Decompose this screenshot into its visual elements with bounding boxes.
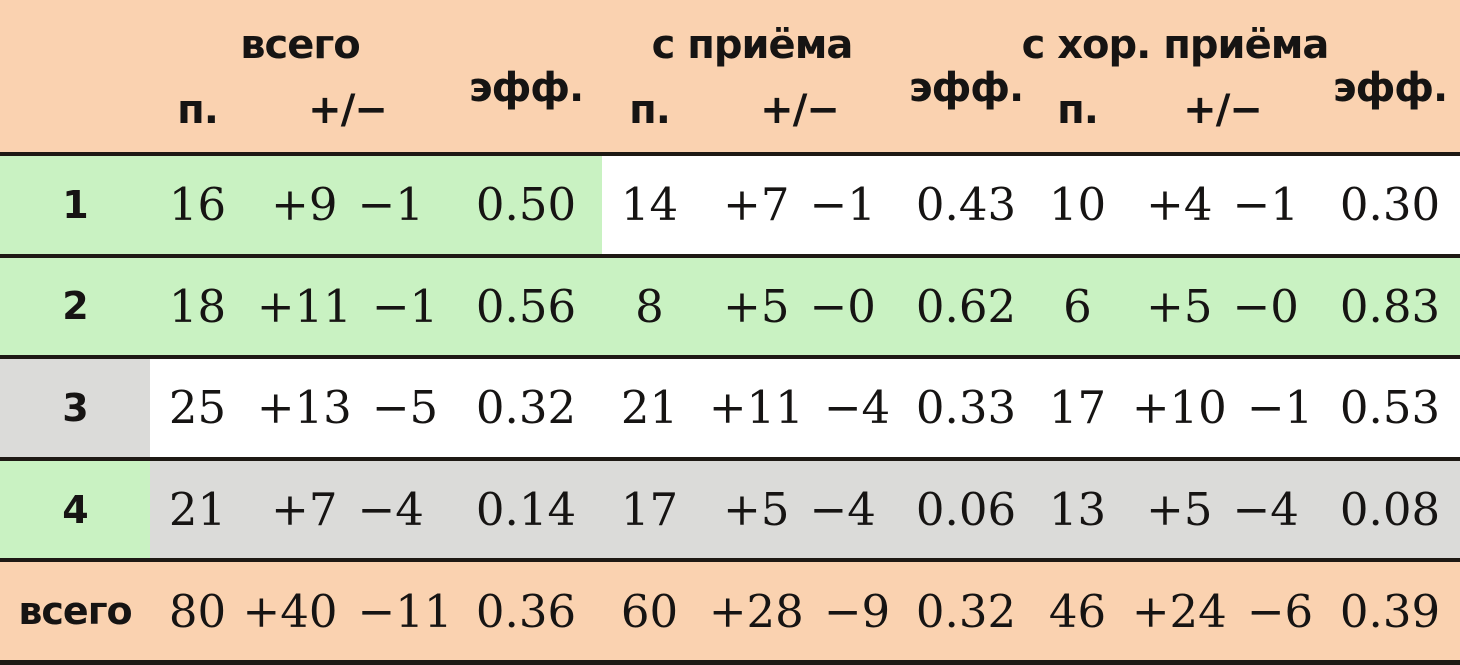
cell-attempts: 60 xyxy=(602,562,697,660)
cell-plus-minus: +7 −4 xyxy=(245,460,450,559)
table-header: всего с приёма с хор. приёма п. +/− эфф.… xyxy=(0,0,1460,152)
plus-value: +4 xyxy=(1146,178,1213,232)
minus-value: −0 xyxy=(1232,279,1299,333)
column-header-plus-minus: +/− xyxy=(308,87,388,133)
cell-efficiency: 0.43 xyxy=(902,156,1030,254)
plus-value: +10 xyxy=(1131,381,1227,435)
minus-value: −5 xyxy=(371,381,439,435)
plus-value: +11 xyxy=(708,381,804,435)
row-label: 3 xyxy=(0,359,150,457)
cell-efficiency: 0.36 xyxy=(450,562,602,660)
column-header-efficiency: эфф. xyxy=(468,65,584,111)
cell-efficiency: 0.14 xyxy=(450,460,602,559)
cell-attempts: 80 xyxy=(150,562,245,660)
cell-efficiency: 0.32 xyxy=(902,562,1030,660)
row-label-total: всего xyxy=(0,562,150,660)
plus-value: +13 xyxy=(256,381,352,435)
plus-value: +5 xyxy=(723,279,790,333)
plus-value: +5 xyxy=(1146,279,1213,333)
minus-value: −1 xyxy=(1232,178,1299,232)
plus-value: +7 xyxy=(271,483,338,537)
cell-plus-minus: +24 −6 xyxy=(1125,562,1320,660)
minus-value: −11 xyxy=(357,584,453,638)
plus-value: +7 xyxy=(723,178,790,232)
minus-value: −1 xyxy=(809,178,876,232)
plus-value: +5 xyxy=(1146,483,1213,537)
cell-plus-minus: +4 −1 xyxy=(1125,156,1320,254)
cell-attempts: 16 xyxy=(150,156,245,254)
minus-value: −1 xyxy=(1246,381,1314,435)
column-group-title-from-good-reception: с хор. приёма xyxy=(1021,22,1330,68)
row-label: 2 xyxy=(0,257,150,356)
cell-efficiency: 0.30 xyxy=(1320,156,1460,254)
cell-plus-minus: +13 −5 xyxy=(245,359,450,457)
cell-attempts: 6 xyxy=(1030,257,1125,356)
cell-attempts: 17 xyxy=(602,460,697,559)
cell-plus-minus: +5 −0 xyxy=(697,257,902,356)
minus-value: −6 xyxy=(1246,584,1314,638)
cell-efficiency: 0.53 xyxy=(1320,359,1460,457)
cell-efficiency: 0.08 xyxy=(1320,460,1460,559)
cell-plus-minus: +5 −4 xyxy=(697,460,902,559)
cell-attempts: 21 xyxy=(602,359,697,457)
column-group-title-total: всего xyxy=(240,22,361,68)
plus-value: +28 xyxy=(708,584,804,638)
minus-value: −4 xyxy=(357,483,424,537)
cell-plus-minus: +40 −11 xyxy=(242,562,453,660)
cell-efficiency: 0.32 xyxy=(450,359,602,457)
cell-plus-minus: +10 −1 xyxy=(1125,359,1320,457)
cell-plus-minus: +5 −4 xyxy=(1125,460,1320,559)
minus-value: −1 xyxy=(357,178,424,232)
minus-value: −9 xyxy=(823,584,891,638)
cell-plus-minus: +9 −1 xyxy=(245,156,450,254)
cell-efficiency: 0.50 xyxy=(450,156,602,254)
cell-efficiency: 0.39 xyxy=(1320,562,1460,660)
row-label: 1 xyxy=(0,156,150,254)
table-row: 3 25 +13 −5 0.32 21 +11 −4 0.33 17 +10 −… xyxy=(0,355,1460,457)
plus-value: +11 xyxy=(256,279,352,333)
table-row: 2 18 +11 −1 0.56 8 +5 −0 0.62 6 +5 −0 0.… xyxy=(0,253,1460,356)
cell-efficiency: 0.83 xyxy=(1320,257,1460,356)
plus-value: +24 xyxy=(1131,584,1227,638)
column-header-plus-minus: +/− xyxy=(1183,87,1263,133)
cell-attempts: 17 xyxy=(1030,359,1125,457)
column-header-attempts: п. xyxy=(177,87,219,133)
column-header-efficiency: эфф. xyxy=(1332,65,1448,111)
plus-value: +40 xyxy=(242,584,338,638)
cell-attempts: 25 xyxy=(150,359,245,457)
row-label: 4 xyxy=(0,460,150,559)
table-row: 4 21 +7 −4 0.14 17 +5 −4 0.06 13 +5 −4 0… xyxy=(0,456,1460,559)
minus-value: −1 xyxy=(371,279,439,333)
minus-value: −0 xyxy=(809,279,876,333)
cell-efficiency: 0.62 xyxy=(902,257,1030,356)
plus-value: +9 xyxy=(271,178,338,232)
minus-value: −4 xyxy=(1232,483,1299,537)
cell-plus-minus: +28 −9 xyxy=(697,562,902,660)
column-header-attempts: п. xyxy=(629,87,671,133)
column-header-plus-minus: +/− xyxy=(760,87,840,133)
plus-value: +5 xyxy=(723,483,790,537)
column-header-attempts: п. xyxy=(1057,87,1099,133)
cell-efficiency: 0.56 xyxy=(450,257,602,356)
cell-attempts: 18 xyxy=(150,257,245,356)
cell-attempts: 46 xyxy=(1030,562,1125,660)
cell-efficiency: 0.33 xyxy=(902,359,1030,457)
cell-efficiency: 0.06 xyxy=(902,460,1030,559)
cell-plus-minus: +7 −1 xyxy=(697,156,902,254)
cell-attempts: 10 xyxy=(1030,156,1125,254)
table-row: 1 16 +9 −1 0.50 14 +7 −1 0.43 10 +4 −1 0… xyxy=(0,152,1460,254)
cell-plus-minus: +11 −4 xyxy=(697,359,902,457)
minus-value: −4 xyxy=(809,483,876,537)
cell-attempts: 21 xyxy=(150,460,245,559)
cell-plus-minus: +11 −1 xyxy=(245,257,450,356)
minus-value: −4 xyxy=(823,381,891,435)
cell-attempts: 13 xyxy=(1030,460,1125,559)
column-group-title-from-reception: с приёма xyxy=(651,22,854,68)
table-row-totals: всего 80 +40 −11 0.36 60 +28 −9 0.32 46 … xyxy=(0,558,1460,660)
column-header-efficiency: эфф. xyxy=(908,65,1024,111)
cell-attempts: 14 xyxy=(602,156,697,254)
cell-attempts: 8 xyxy=(602,257,697,356)
cell-plus-minus: +5 −0 xyxy=(1125,257,1320,356)
